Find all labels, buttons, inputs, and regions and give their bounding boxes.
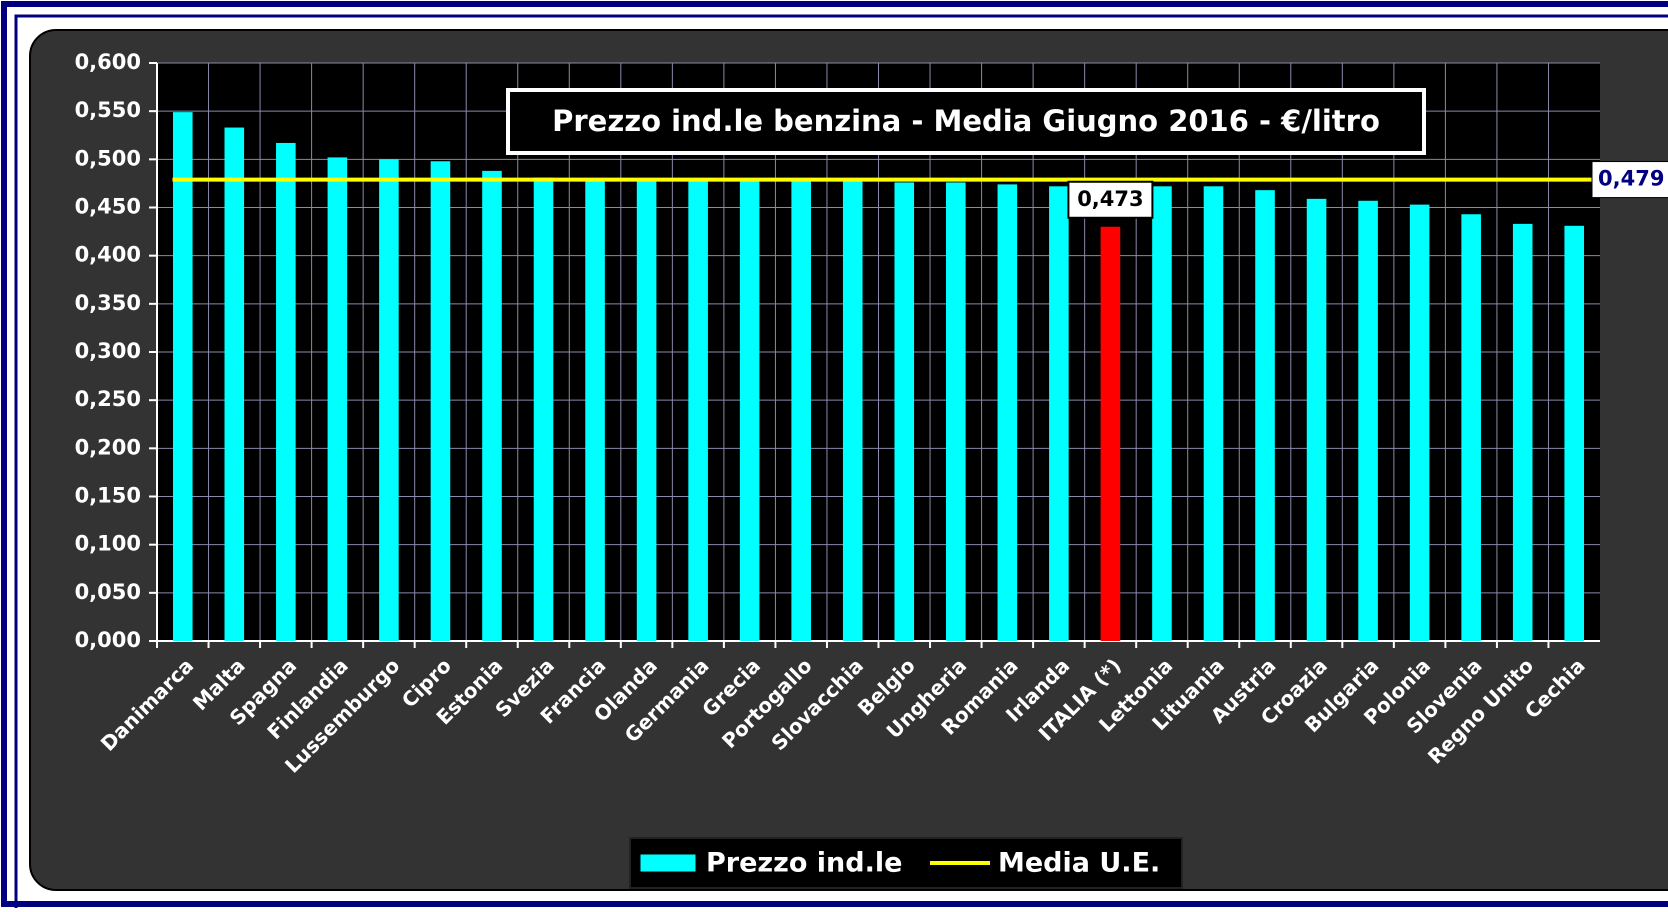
y-tick-label: 0,550 [75,98,141,122]
bar [1203,186,1224,641]
y-tick-label: 0,600 [75,50,141,74]
y-tick-label: 0,450 [75,195,141,219]
reference-label: 0,479 [1598,167,1664,191]
bar [1306,198,1327,641]
legend-label: Media U.E. [998,848,1160,879]
title-box [506,88,1426,155]
y-tick-label: 0,150 [75,484,141,508]
bar [1409,204,1430,642]
bar [842,181,863,642]
bar [224,127,245,641]
bar [1564,225,1585,641]
bar [585,179,605,641]
bar [276,142,296,641]
bar [1152,186,1172,641]
y-tick-label: 0,400 [75,243,141,267]
annotation-box [1067,180,1154,219]
y-tick-label: 0,200 [75,435,141,459]
bar [636,179,657,641]
bar [997,184,1018,641]
legend-box [629,837,1183,889]
y-tick-label: 0,100 [75,532,141,556]
y-tick-label: 0,250 [75,387,141,411]
bar [946,182,966,641]
bar [1255,190,1275,641]
bar [791,180,811,641]
bar [482,170,502,642]
y-tick-label: 0,050 [75,580,141,604]
legend-label: Prezzo ind.le [706,848,902,879]
bar [327,157,348,641]
bar [1461,214,1481,641]
bar [894,182,915,641]
bar [1358,200,1378,642]
bar [1049,186,1069,641]
y-tick-label: 0,000 [75,628,141,652]
bar [172,112,193,641]
bar [379,159,399,642]
y-tick-label: 0,500 [75,146,141,170]
y-tick-label: 0,350 [75,291,141,315]
chart-title: Prezzo ind.le benzina - Media Giugno 201… [552,104,1380,138]
reference-label-box [1591,161,1668,199]
annotation: 0,473 [1077,187,1143,211]
legend-swatch [639,853,697,873]
bar [1100,226,1121,641]
bar [430,161,451,641]
bar [739,180,760,641]
y-tick-label: 0,300 [75,339,141,363]
bar [533,177,554,642]
bar [1512,223,1533,642]
bar [688,179,708,641]
